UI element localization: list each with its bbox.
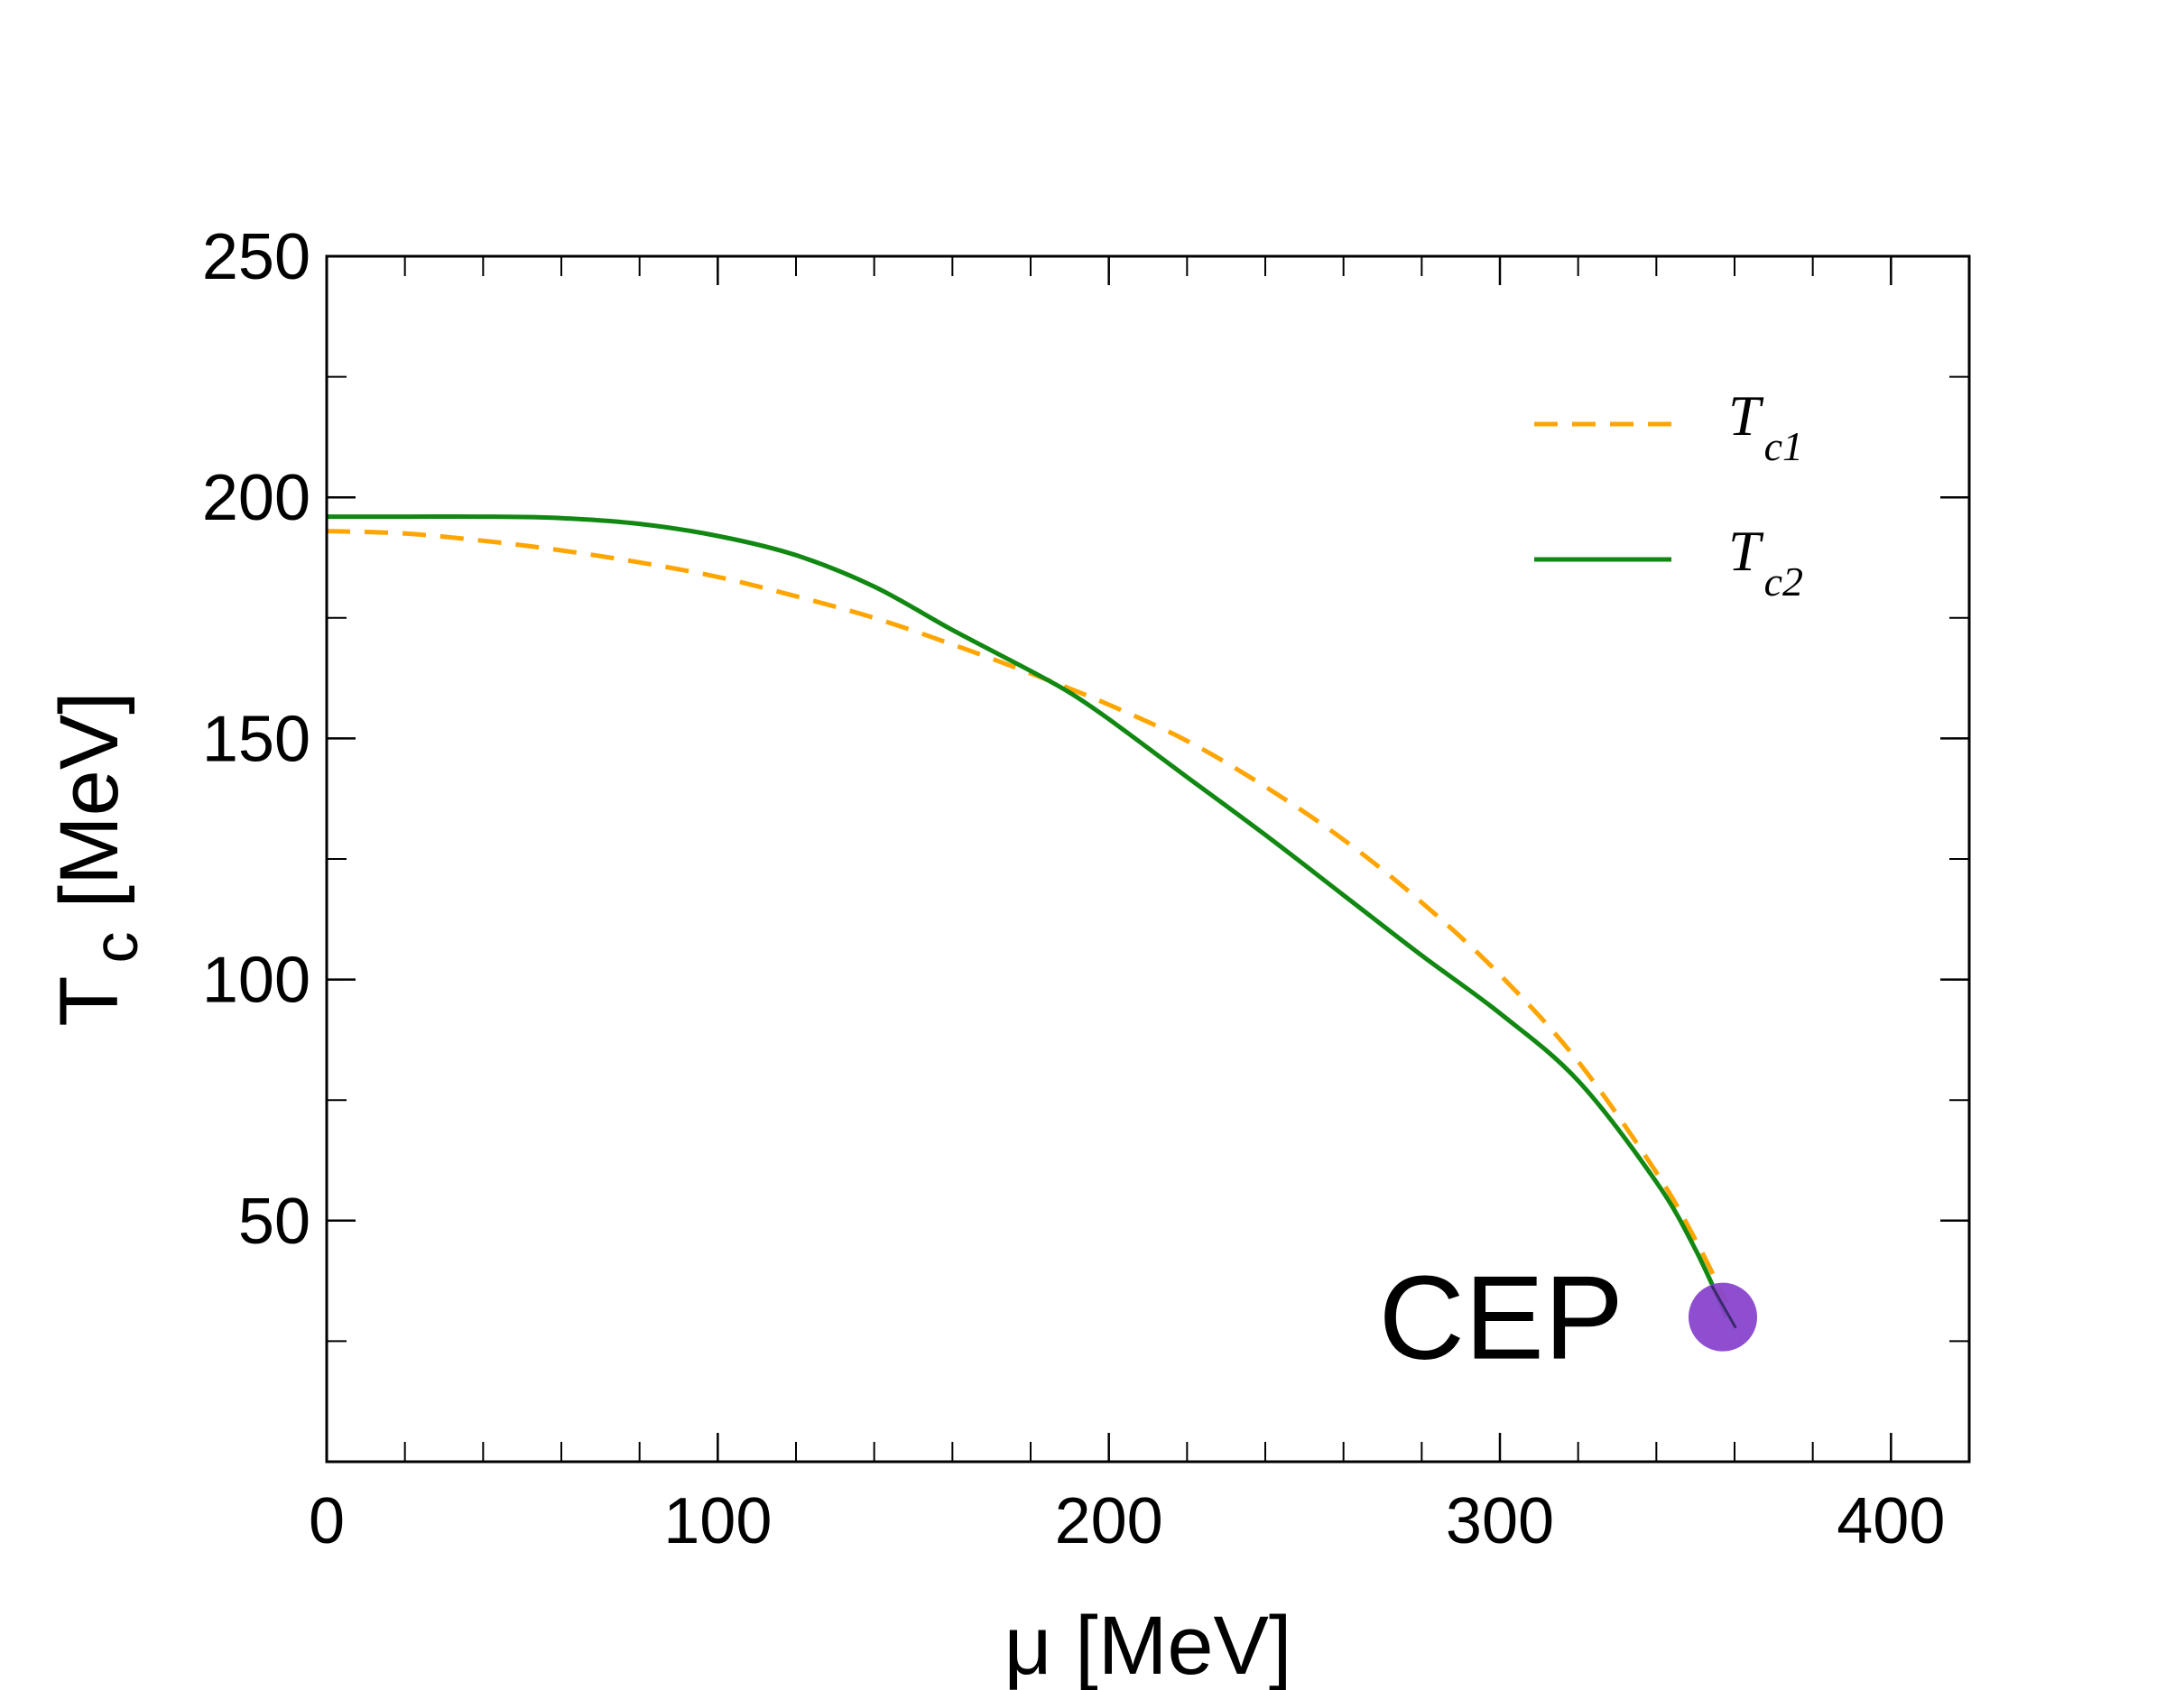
- plot-frame: [325, 254, 1971, 1464]
- y-axis-title: Tc [MeV]: [43, 691, 151, 1027]
- legend: Tc1 Tc2: [1534, 383, 1803, 605]
- minor-ticks: [326, 256, 1970, 1462]
- legend-label-tc2: Tc2: [1728, 519, 1803, 605]
- series-line-tc1: [326, 529, 1729, 1304]
- x-tick-label: 200: [1055, 1485, 1163, 1557]
- y-tick-label: 250: [202, 221, 310, 293]
- x-tick-label: 300: [1446, 1485, 1554, 1557]
- y-axis-title-main: T: [43, 976, 135, 1027]
- y-tick-label: 100: [202, 945, 310, 1017]
- cep-line-overlay: [1710, 1285, 1737, 1329]
- x-axis-title: μ [MeV]: [1004, 1600, 1292, 1690]
- legend-label-tc1: Tc1: [1728, 383, 1803, 469]
- x-tick-label: 0: [309, 1485, 345, 1557]
- x-tick-label: 100: [663, 1485, 772, 1557]
- x-tick-label: 400: [1837, 1485, 1945, 1557]
- y-axis-title-sub: c: [80, 932, 151, 964]
- series-line-tc2: [327, 513, 1729, 1318]
- tick-labels: 0 100 200 300 400 50 100 150 200 250: [202, 221, 1946, 1557]
- major-ticks: [325, 254, 1969, 1462]
- cep-label: CEP: [1379, 1251, 1624, 1384]
- y-tick-label: 150: [202, 703, 310, 775]
- y-axis-title-unit: [MeV]: [43, 691, 135, 908]
- annotation-layer: CEP: [1379, 1251, 1757, 1384]
- y-tick-label: 200: [202, 462, 310, 534]
- y-tick-label: 50: [238, 1186, 310, 1258]
- cep-marker: [1689, 1282, 1757, 1352]
- series-layer: [326, 513, 1729, 1318]
